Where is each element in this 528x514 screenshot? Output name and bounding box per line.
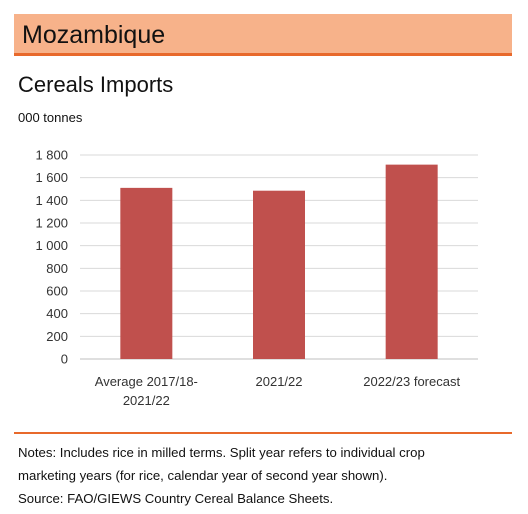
y-tick-label: 400	[46, 306, 68, 321]
y-tick-label: 600	[46, 284, 68, 299]
country-title: Mozambique	[22, 21, 166, 49]
chart-title: Cereals Imports	[18, 72, 174, 97]
y-tick-label: 200	[46, 329, 68, 344]
notes-block: Notes: Includes rice in milled terms. Sp…	[18, 441, 512, 510]
notes-divider	[14, 432, 512, 434]
bar	[120, 187, 173, 359]
bar	[385, 164, 438, 359]
x-tick-label: Average 2017/18-	[95, 374, 198, 389]
notes-line-3: Source: FAO/GIEWS Country Cereal Balance…	[18, 491, 334, 506]
notes-line-2: marketing years (for rice, calendar year…	[18, 468, 388, 483]
title-band: Mozambique	[14, 14, 512, 56]
x-tick-label: 2022/23 forecast	[363, 374, 460, 389]
y-tick-label: 1 600	[35, 170, 68, 185]
x-tick-label: 2021/22	[256, 374, 303, 389]
x-tick-label: 2021/22	[123, 393, 170, 408]
y-axis-unit-label: 000 tonnes	[18, 110, 83, 125]
notes-line-1: Notes: Includes rice in milled terms. Sp…	[18, 445, 425, 460]
y-tick-label: 1 000	[35, 238, 68, 253]
y-tick-label: 1 200	[35, 216, 68, 231]
y-tick-label: 1 400	[35, 193, 68, 208]
y-tick-label: 0	[61, 352, 68, 367]
y-tick-label: 1 800	[35, 148, 68, 163]
bar-chart: 0 200 400 600 800 1 000 1 200 1 400 1 600 1 800 Av…	[35, 148, 478, 408]
y-tick-label: 800	[46, 261, 68, 276]
bar	[253, 190, 305, 359]
